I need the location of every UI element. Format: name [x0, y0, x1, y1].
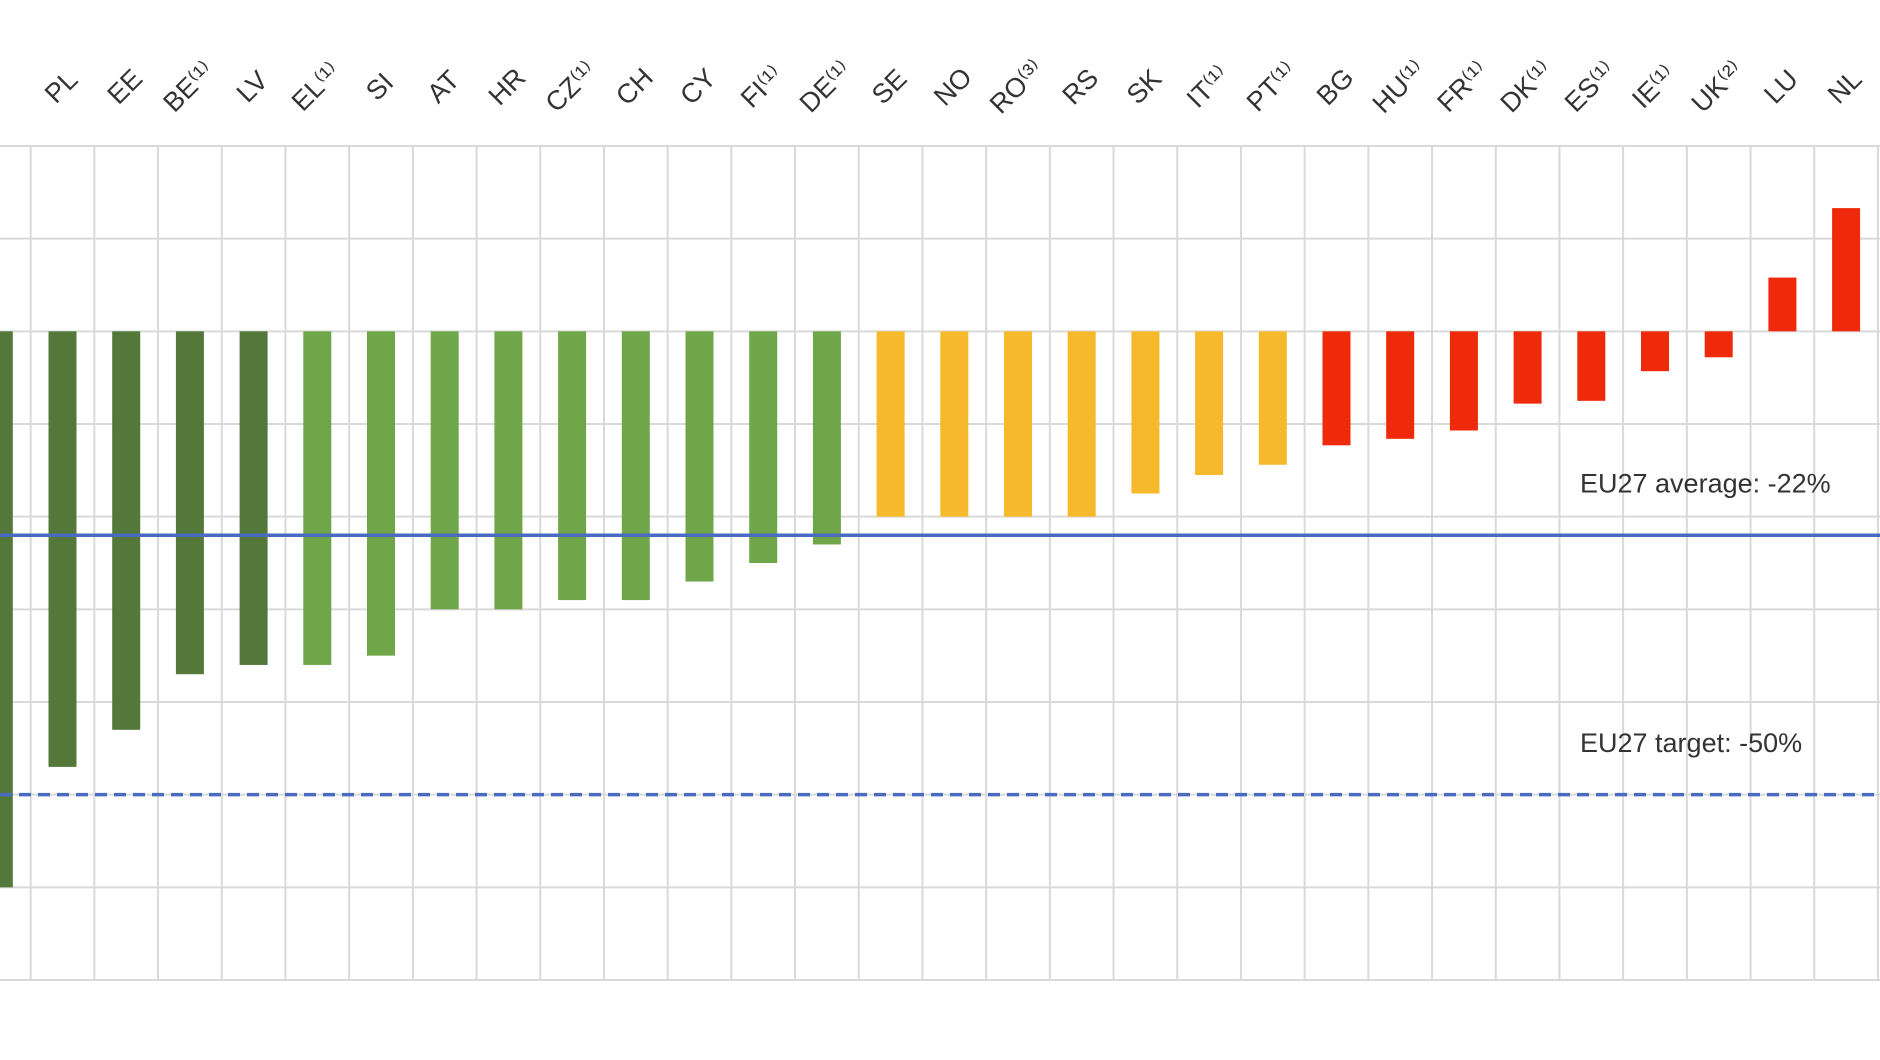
x-tick-label: RO⁽³⁾: [984, 54, 1050, 120]
bar: [494, 331, 523, 610]
bar: [1322, 331, 1351, 446]
bar: [1832, 208, 1861, 332]
bar: [1449, 331, 1478, 431]
x-tick-label: BE⁽¹⁾: [157, 55, 219, 117]
x-tick-label: HR: [483, 62, 532, 111]
x-tick-label: EL⁽¹⁾: [286, 57, 346, 117]
reference-label: EU27 average: -22%: [1580, 468, 1831, 498]
bar: [1577, 331, 1606, 401]
bar: [112, 331, 141, 730]
x-tick-label: ES⁽¹⁾: [1559, 55, 1621, 117]
bar: [1513, 331, 1542, 404]
x-tick-label: PT⁽¹⁾: [1241, 56, 1302, 117]
bar: [940, 331, 969, 517]
x-tick-label: IT⁽¹⁾: [1181, 60, 1235, 114]
x-tick-label: CH: [610, 62, 659, 111]
bar: [1386, 331, 1415, 439]
x-tick-label: HU⁽¹⁾: [1367, 54, 1432, 119]
x-tick-label: PL: [39, 64, 84, 109]
x-tick-label: LV: [231, 65, 274, 108]
bar: [367, 331, 395, 656]
x-tick-label: IE⁽¹⁾: [1626, 59, 1681, 114]
x-tick-label: NL: [1822, 64, 1868, 110]
bar: [558, 331, 587, 601]
bar: [175, 331, 204, 675]
bar: [239, 331, 268, 665]
x-tick-label: BG: [1311, 62, 1360, 111]
x-tick-label: AT: [421, 65, 465, 109]
bar: [1704, 331, 1733, 358]
bar: [876, 331, 905, 517]
x-tick-label: SI: [360, 67, 399, 106]
bar: [1641, 331, 1669, 372]
bar: [1004, 331, 1032, 517]
bar: [1131, 331, 1160, 494]
x-tick-label: LU: [1758, 64, 1804, 110]
x-tick-label: FI⁽¹⁾: [735, 60, 789, 114]
x-tick-label: SE: [866, 63, 913, 110]
bar: [1768, 277, 1797, 332]
reference-label: EU27 target: -50%: [1580, 728, 1802, 758]
bar: [430, 331, 459, 610]
bar: [303, 331, 332, 665]
bar: [0, 331, 13, 888]
bar: [812, 331, 841, 545]
x-tick-label: DK⁽¹⁾: [1495, 55, 1558, 118]
bar: [621, 331, 650, 601]
x-tick-label: UK⁽²⁾: [1686, 55, 1749, 118]
bar: [1195, 331, 1224, 475]
x-tick-label: NO: [928, 62, 978, 112]
x-tick-label: EE: [102, 63, 149, 110]
x-tick-label: CZ⁽¹⁾: [540, 55, 602, 117]
x-tick-label: FR⁽¹⁾: [1431, 55, 1493, 117]
bar: [48, 331, 77, 767]
x-tick-label: RS: [1057, 63, 1105, 111]
bar: [1258, 331, 1287, 465]
bar: [685, 331, 714, 582]
bar: [749, 331, 778, 563]
x-tick-label: DE⁽¹⁾: [794, 55, 857, 118]
x-tick-label: SK: [1121, 63, 1168, 110]
x-tick-label: CY: [674, 63, 722, 111]
bar: [1067, 331, 1096, 517]
